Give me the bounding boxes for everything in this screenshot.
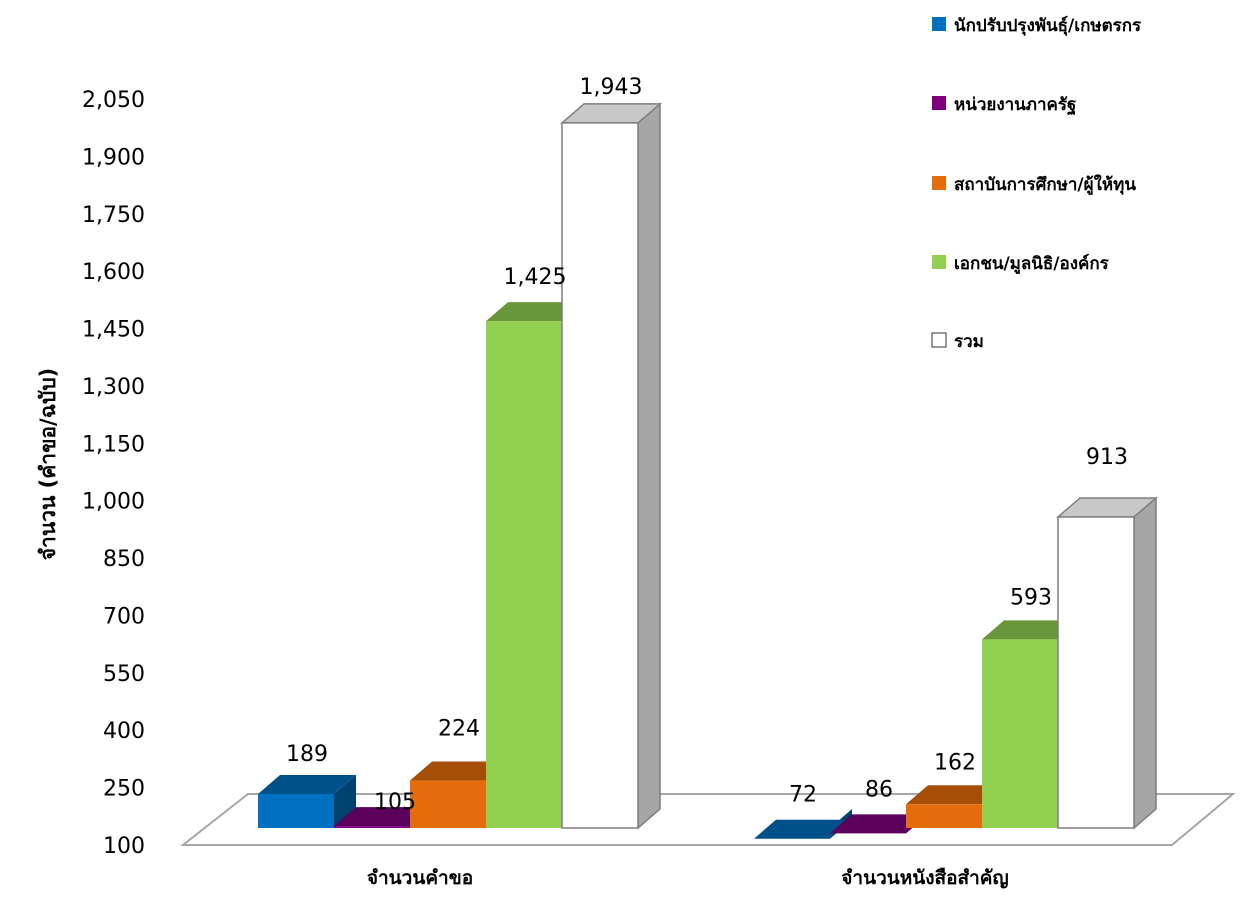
bar-top xyxy=(982,620,1080,640)
bar-top xyxy=(486,302,584,322)
bar-side xyxy=(637,102,661,830)
y-tick-label: 1,900 xyxy=(82,145,145,170)
bar-0-4 xyxy=(559,102,663,830)
data-label: 105 xyxy=(374,790,416,815)
y-tick-label: 2,050 xyxy=(82,88,145,113)
bar-front xyxy=(258,793,334,828)
bar-top xyxy=(754,819,852,839)
legend: นักปรับปรุงพันธุ์/เกษตรกรหน่วยงานภาครัฐส… xyxy=(931,15,1142,352)
legend-label: เอกชน/มูลนิธิ/องค์กร xyxy=(954,253,1110,275)
y-tick-label: 1,300 xyxy=(82,375,145,400)
bar-top xyxy=(830,814,928,834)
data-labels: 189 105 224 1,425 1,943 72 86 162 593 913 xyxy=(286,75,1128,815)
data-label: 224 xyxy=(438,717,480,742)
y-tick-label: 1,000 xyxy=(82,490,145,515)
legend-label: สถาบันการศึกษา/ผู้ให้ทุน xyxy=(954,174,1136,196)
bar-top xyxy=(258,774,356,794)
y-tick-label: 100 xyxy=(103,834,145,859)
bar-front xyxy=(906,804,982,828)
bar-top xyxy=(334,807,432,827)
category-labels: จำนวนคำขอ จำนวนหนังสือสำคัญ xyxy=(367,867,1009,889)
bar-side xyxy=(1133,496,1157,830)
y-tick-label: 1,450 xyxy=(82,318,145,343)
data-label: 72 xyxy=(789,783,817,808)
y-tick-label: 550 xyxy=(103,662,145,687)
legend-label: รวม xyxy=(954,332,984,352)
bar-front xyxy=(561,122,639,829)
y-axis-ticks: 100 250 400 550 700 850 1,000 1,150 1,300 1,450 1,… xyxy=(82,88,145,859)
y-axis-label: จำนวน (คำขอ/ฉบับ) xyxy=(36,368,60,561)
data-label: 162 xyxy=(934,750,976,775)
data-label: 1,425 xyxy=(504,265,567,290)
legend-label: นักปรับปรุงพันธุ์/เกษตรกร xyxy=(954,15,1142,36)
data-label: 86 xyxy=(865,777,893,802)
legend-swatch xyxy=(931,332,947,348)
category-label: จำนวนคำขอ xyxy=(367,867,473,889)
bar-front xyxy=(410,780,486,828)
bar-front xyxy=(334,826,410,828)
bar-top xyxy=(906,785,1004,805)
y-tick-label: 1,750 xyxy=(82,203,145,228)
data-label: 913 xyxy=(1086,445,1128,470)
bars xyxy=(258,102,1159,839)
legend-swatch xyxy=(932,176,946,190)
y-tick-label: 700 xyxy=(103,604,145,629)
bar-side xyxy=(334,774,356,828)
data-label: 189 xyxy=(286,742,328,767)
y-tick-label: 850 xyxy=(103,547,145,572)
bar-1-4 xyxy=(1055,496,1159,830)
bar-front xyxy=(486,321,562,828)
data-label: 593 xyxy=(1010,585,1052,610)
y-tick-label: 250 xyxy=(103,777,145,802)
bar-front xyxy=(982,639,1058,828)
bar-front xyxy=(1057,516,1135,829)
y-tick-label: 1,150 xyxy=(82,432,145,457)
bar-0-0 xyxy=(258,774,356,828)
legend-label: หน่วยงานภาครัฐ xyxy=(954,95,1076,116)
bar-top xyxy=(410,761,508,781)
data-label: 1,943 xyxy=(580,75,643,100)
category-label: จำนวนหนังสือสำคัญ xyxy=(841,867,1008,889)
legend-swatch xyxy=(932,96,946,110)
legend-swatch xyxy=(932,255,946,269)
legend-swatch xyxy=(932,17,946,31)
y-tick-label: 1,600 xyxy=(82,260,145,285)
y-tick-label: 400 xyxy=(103,719,145,744)
